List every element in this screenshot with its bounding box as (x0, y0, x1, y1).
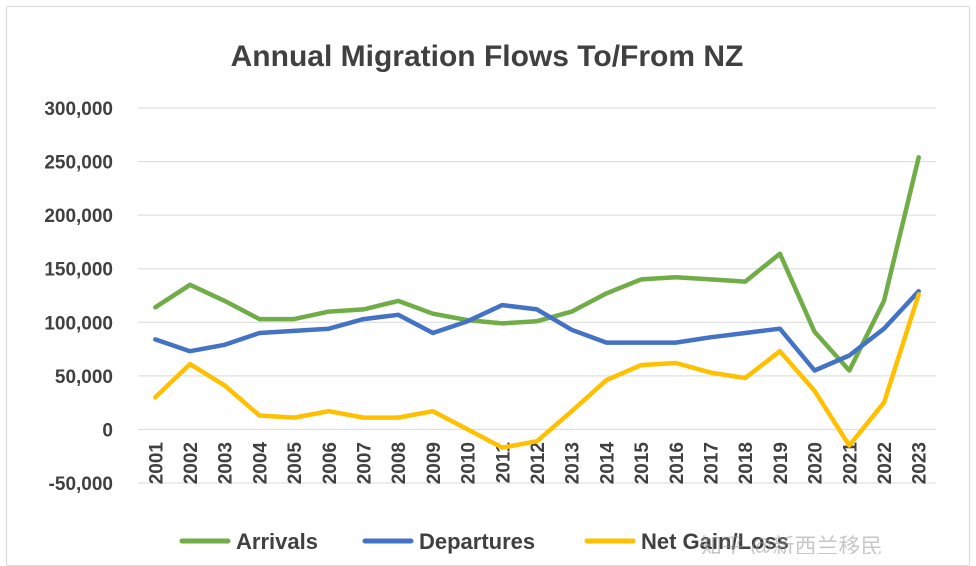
x-tick-label: 2019 (771, 442, 792, 484)
y-tick-label: 50,000 (55, 367, 113, 388)
x-tick-label: 2003 (216, 442, 237, 484)
chart-title: Annual Migration Flows To/From NZ (231, 40, 744, 73)
y-tick-label: 200,000 (44, 206, 113, 227)
series-line-net-gain-loss (153, 292, 921, 450)
legend-label: Departures (419, 529, 535, 554)
watermark: 知乎 @新西兰移民 (700, 534, 882, 554)
x-tick-label: 2018 (736, 442, 757, 484)
y-tick-label: 150,000 (44, 260, 113, 281)
x-tick-label: 2021 (840, 442, 861, 485)
series-lines (153, 155, 921, 450)
x-tick-label: 2005 (285, 442, 306, 485)
x-tick-label: 2006 (320, 442, 341, 484)
x-tick-label: 2016 (667, 442, 688, 484)
chart-frame (6, 6, 970, 566)
x-tick-label: 2007 (355, 442, 376, 484)
x-tick-label: 2023 (910, 442, 931, 484)
x-tick-label: 2012 (528, 442, 549, 484)
x-tick-label: 2004 (250, 442, 271, 485)
x-tick-label: 2014 (597, 442, 618, 485)
gridlines (138, 107, 936, 484)
y-tick-label: 250,000 (44, 153, 113, 174)
x-axis-tick-labels: 2001 2002 2003 2004 2005 2006 2007 2008 2009 2010… (146, 442, 930, 485)
x-tick-label: 2010 (459, 442, 480, 484)
x-tick-label: 2009 (424, 442, 445, 484)
series-line-departures (153, 288, 921, 373)
x-tick-label: 2015 (632, 442, 653, 485)
y-tick-label: 0 (102, 420, 113, 441)
legend-label: Net Gain/Loss (641, 529, 789, 554)
x-tick-label: 2001 (146, 442, 167, 485)
x-tick-label: 2013 (563, 442, 584, 484)
legend-label: Arrivals (236, 529, 318, 554)
y-tick-label: -50,000 (49, 474, 113, 495)
x-tick-label: 2022 (875, 442, 896, 484)
x-tick-label: 2002 (181, 442, 202, 484)
series-line-arrivals (153, 155, 921, 373)
y-tick-label: 300,000 (44, 99, 113, 120)
line-chart: Annual Migration Flows To/From NZ -50,00… (44, 40, 936, 554)
y-tick-label: 100,000 (44, 313, 113, 334)
x-tick-label: 2020 (806, 442, 827, 484)
legend: Arrivals Departures Net Gain/Loss (179, 529, 789, 554)
y-axis-tick-labels: -50,000 0 50,000 100,000 150,000 200,000 250,0… (44, 99, 113, 495)
x-tick-label: 2011 (493, 442, 514, 484)
x-tick-label: 2017 (701, 442, 722, 484)
x-tick-label: 2008 (389, 442, 410, 484)
